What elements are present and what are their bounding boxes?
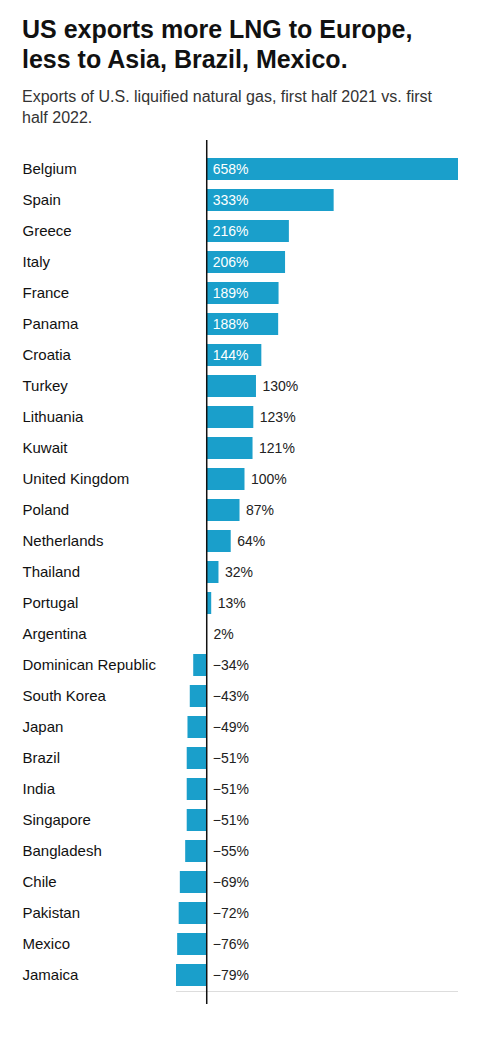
svg-text:Italy: Italy — [23, 253, 51, 270]
svg-text:Bangladesh: Bangladesh — [23, 842, 102, 859]
svg-text:100%: 100% — [251, 471, 287, 487]
svg-text:−51%: −51% — [213, 750, 249, 766]
svg-text:Greece: Greece — [23, 222, 72, 239]
svg-text:Portugal: Portugal — [23, 594, 79, 611]
svg-text:658%: 658% — [213, 161, 249, 177]
svg-text:Netherlands: Netherlands — [23, 532, 104, 549]
svg-text:123%: 123% — [260, 409, 296, 425]
svg-text:−79%: −79% — [213, 967, 249, 983]
svg-text:Mexico: Mexico — [23, 935, 71, 952]
svg-text:216%: 216% — [213, 223, 249, 239]
svg-text:Belgium: Belgium — [23, 160, 77, 177]
svg-text:64%: 64% — [237, 533, 265, 549]
svg-text:−49%: −49% — [213, 719, 249, 735]
svg-text:−69%: −69% — [213, 874, 249, 890]
svg-text:Poland: Poland — [23, 501, 70, 518]
svg-text:121%: 121% — [259, 440, 295, 456]
svg-text:Brazil: Brazil — [23, 749, 61, 766]
svg-text:United Kingdom: United Kingdom — [23, 470, 130, 487]
svg-text:144%: 144% — [213, 347, 249, 363]
svg-text:−34%: −34% — [213, 657, 249, 673]
html-text:Exports of U.S. liquified natu: Exports of U.S. liquified natural gas, f… — [22, 88, 432, 126]
svg-text:2%: 2% — [213, 626, 233, 642]
svg-text:Dominican Republic: Dominican Republic — [23, 656, 157, 673]
svg-text:Chile: Chile — [23, 873, 57, 890]
svg-text:13%: 13% — [218, 595, 246, 611]
svg-text:Argentina: Argentina — [23, 625, 88, 642]
svg-text:Pakistan: Pakistan — [23, 904, 81, 921]
svg-text:Kuwait: Kuwait — [23, 439, 69, 456]
svg-text:189%: 189% — [213, 285, 249, 301]
svg-text:Spain: Spain — [23, 191, 61, 208]
svg-text:206%: 206% — [213, 254, 249, 270]
svg-text:Thailand: Thailand — [23, 563, 81, 580]
svg-text:Turkey: Turkey — [23, 377, 69, 394]
svg-text:−76%: −76% — [213, 936, 249, 952]
svg-text:Lithuania: Lithuania — [23, 408, 85, 425]
svg-text:Croatia: Croatia — [23, 346, 72, 363]
svg-text:130%: 130% — [262, 378, 298, 394]
svg-text:Singapore: Singapore — [23, 811, 91, 828]
svg-text:−72%: −72% — [213, 905, 249, 921]
html-text:US exports more LNG to Europe,: US exports more LNG to Europe, less to A… — [22, 15, 413, 73]
svg-text:333%: 333% — [213, 192, 249, 208]
svg-text:France: France — [23, 284, 70, 301]
svg-text:−51%: −51% — [213, 812, 249, 828]
svg-text:188%: 188% — [213, 316, 249, 332]
svg-text:87%: 87% — [246, 502, 274, 518]
svg-text:32%: 32% — [225, 564, 253, 580]
svg-text:−55%: −55% — [213, 843, 249, 859]
svg-text:Japan: Japan — [23, 718, 64, 735]
svg-text:Jamaica: Jamaica — [23, 966, 80, 983]
svg-text:−43%: −43% — [213, 688, 249, 704]
svg-text:−51%: −51% — [213, 781, 249, 797]
svg-text:South Korea: South Korea — [23, 687, 107, 704]
svg-text:India: India — [23, 780, 56, 797]
svg-text:Panama: Panama — [23, 315, 80, 332]
